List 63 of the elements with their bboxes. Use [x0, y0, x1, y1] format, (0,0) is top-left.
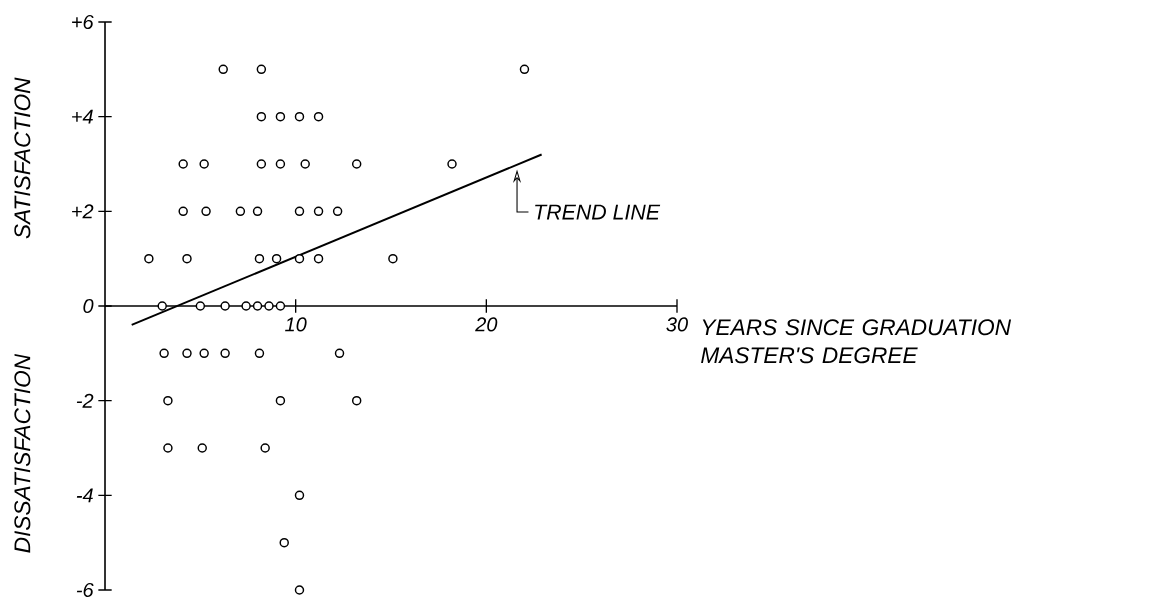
point — [260, 443, 270, 453]
y-axis-title: SATISFACTION — [14, 77, 31, 239]
point — [199, 348, 209, 359]
point — [182, 253, 192, 264]
point — [195, 301, 206, 311]
point — [157, 301, 167, 311]
point — [388, 253, 398, 264]
point — [313, 253, 324, 264]
point — [264, 301, 274, 311]
y-tick-label: 0 — [83, 298, 94, 314]
point — [182, 348, 192, 359]
x-tick-label: 30 — [666, 317, 688, 332]
point — [254, 253, 265, 264]
point — [252, 301, 263, 311]
point — [199, 159, 209, 169]
point — [279, 537, 289, 548]
point — [197, 443, 207, 453]
point — [256, 64, 267, 75]
point — [519, 64, 530, 75]
point — [447, 159, 457, 169]
point — [294, 490, 305, 501]
point — [351, 395, 362, 406]
point — [313, 206, 324, 217]
point — [275, 301, 286, 311]
y-tick-label: -6 — [76, 582, 94, 598]
point — [254, 348, 265, 359]
point — [313, 111, 324, 122]
point — [144, 253, 154, 264]
point — [300, 159, 310, 169]
x-tick-label: 20 — [475, 317, 498, 332]
y-tick-label: +4 — [72, 109, 93, 124]
point — [218, 64, 228, 75]
point — [275, 111, 286, 122]
point — [294, 111, 305, 122]
point — [334, 348, 345, 359]
point — [178, 206, 188, 217]
point — [252, 206, 263, 217]
x-axis-title: YEARS SINCE GRADUATION MASTER'S DEGREE — [701, 319, 1012, 364]
point — [163, 395, 173, 406]
point — [351, 159, 362, 169]
legend-label: TREND LINE — [535, 204, 661, 220]
x-tick-label: 10 — [285, 317, 307, 332]
point — [332, 206, 343, 217]
y-tick-label: -2 — [76, 393, 94, 408]
point — [275, 395, 286, 406]
point — [275, 159, 286, 169]
y-tick-label: +2 — [72, 204, 94, 219]
text: DISSATISFACTION — [14, 353, 31, 553]
point — [294, 206, 305, 217]
point — [235, 206, 246, 217]
point — [201, 206, 211, 217]
point — [271, 253, 282, 264]
point — [178, 159, 188, 169]
y-tick-label: -4 — [76, 488, 93, 503]
point — [159, 348, 169, 359]
point — [256, 111, 267, 122]
point — [294, 253, 305, 264]
point — [256, 159, 267, 169]
point — [241, 301, 251, 311]
point — [220, 301, 230, 311]
y-tick-label: +6 — [72, 14, 94, 30]
point — [220, 348, 230, 359]
point — [163, 443, 173, 453]
